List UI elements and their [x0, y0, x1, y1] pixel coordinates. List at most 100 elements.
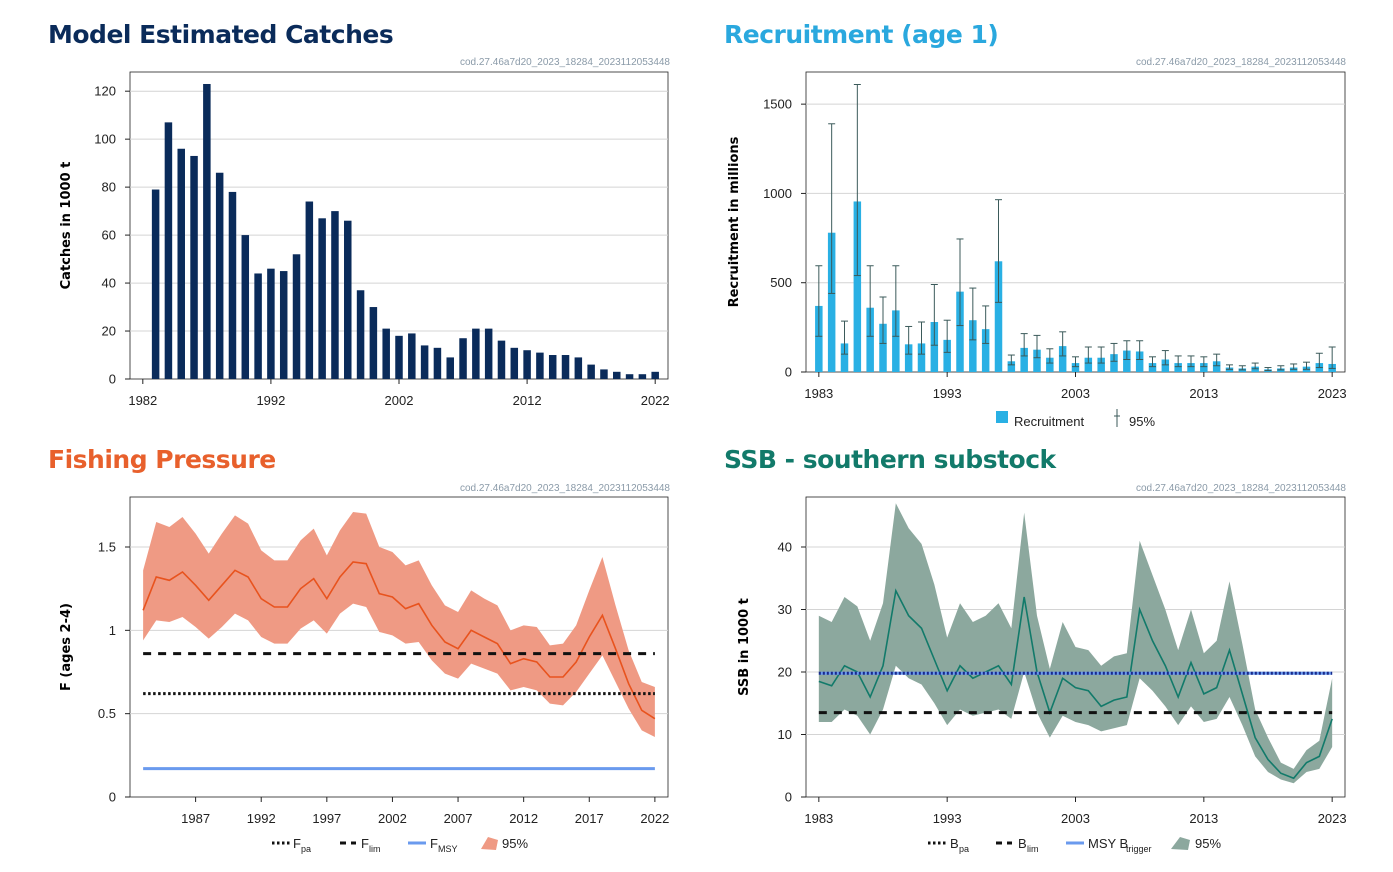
ssb-chart: 0 10 20 30 40 1983 1993 2003 2013 2023 SSB in 1000…: [737, 496, 1347, 854]
catch-bar: [228, 191, 237, 379]
legend-recruitment-swatch: [996, 411, 1008, 423]
recruitment-reference-id: cod.27.46a7d20_2023_18284_2023112053448: [1135, 57, 1346, 68]
catches-plot-area: [129, 71, 669, 380]
recruitment-bar: [956, 291, 964, 372]
recruitment-bar: [866, 307, 874, 372]
catch-bar: [344, 220, 352, 379]
recruitment-xtick-label: 2013: [1189, 386, 1218, 401]
catch-bar: [446, 357, 454, 379]
catches-y-axis-label: Catches in 1000 t: [59, 162, 74, 290]
recruitment-bar: [994, 261, 1003, 372]
ssb-xtick-label: 2023: [1318, 811, 1347, 826]
catch-bar: [613, 371, 621, 379]
legend-band-label: 95%: [502, 836, 528, 851]
recruitment-ytick-label: 1000: [763, 186, 792, 201]
fishing-xtick-label: 2007: [444, 811, 473, 826]
recruitment-bar: [827, 232, 836, 372]
legend-bpa-label: B: [950, 836, 959, 851]
recruitment-ytick-label: 0: [785, 365, 792, 380]
recruitment-bar: [930, 322, 939, 372]
ssb-ytick-label: 40: [778, 540, 792, 555]
recruitment-plot-area: [805, 71, 1346, 373]
catch-bar: [472, 328, 480, 379]
recruitment-ytick-label: 500: [770, 275, 792, 290]
ssb-reference-id: cod.27.46a7d20_2023_18284_2023112053448: [1135, 483, 1346, 494]
catch-bar: [369, 307, 378, 379]
catches-ytick-label: 60: [102, 228, 116, 243]
catch-bar: [587, 364, 595, 379]
f-confidence-band: [143, 512, 655, 737]
catches-title: Model Estimated Catches: [48, 20, 394, 49]
ssb-ytick-label: 10: [778, 727, 792, 742]
catch-bar: [497, 340, 506, 379]
legend-fpa-subscript: pa: [301, 844, 311, 854]
catch-bar: [267, 268, 275, 379]
recruitment-bar: [1251, 366, 1259, 372]
fishing-pressure-title: Fishing Pressure: [48, 445, 276, 474]
catch-bar: [203, 83, 211, 379]
catch-bar: [254, 273, 262, 379]
legend-blim-subscript: lim: [1027, 844, 1039, 854]
recruitment-bar: [1084, 357, 1093, 372]
fishing-ytick-label: 0.5: [98, 706, 116, 721]
recruitment-xtick-label: 1983: [804, 386, 833, 401]
ssb-xtick-label: 1983: [804, 811, 833, 826]
fishing-xtick-label: 1997: [312, 811, 341, 826]
recruitment-bar: [981, 329, 990, 372]
ssb-xtick-label: 2013: [1189, 811, 1218, 826]
recruitment-bar: [840, 343, 849, 372]
recruitment-legend: Recruitment 95%: [996, 409, 1155, 429]
legend-msy-btrigger-subscript: trigger: [1126, 844, 1152, 854]
legend-flim-label: F: [361, 836, 369, 851]
recruitment-bar: [1058, 346, 1067, 372]
legend-band-swatch: [1171, 837, 1190, 850]
fishing-xtick-label: 2012: [509, 811, 538, 826]
legend-msy-btrigger-label: MSY B: [1088, 836, 1128, 851]
fishing-ytick-label: 1: [109, 623, 116, 638]
catch-bar: [484, 328, 493, 379]
catches-xtick-label: 2002: [385, 393, 414, 408]
ssb-xtick-label: 2003: [1061, 811, 1090, 826]
recruitment-bar: [1020, 347, 1028, 372]
fishing-ytick-label: 0: [109, 790, 116, 805]
catches-xtick-label: 2022: [641, 393, 670, 408]
catch-bar: [638, 374, 647, 379]
recruitment-xtick-label: 1993: [933, 386, 962, 401]
recruitment-bar: [1033, 349, 1041, 372]
catch-bar: [536, 352, 544, 379]
catch-bar: [625, 374, 634, 379]
recruitment-xtick-label: 2023: [1318, 386, 1347, 401]
catch-bar: [331, 211, 339, 379]
recruitment-bar: [1097, 357, 1105, 372]
catch-bar: [241, 235, 250, 379]
catch-bar: [190, 155, 198, 379]
recruitment-chart: 0 500 1000 1500 1983 1993 2003 2013 2023 Recruitm…: [727, 71, 1347, 429]
catches-ytick-label: 20: [102, 324, 116, 339]
ssb-estimate-line: [818, 588, 1333, 780]
recruitment-y-axis-label: Recruitment in millions: [727, 136, 742, 307]
recruitment-bar: [892, 310, 900, 372]
catch-bar: [574, 357, 583, 379]
recruitment-xtick-label: 2003: [1061, 386, 1090, 401]
recruitment-bar: [904, 344, 913, 372]
catch-bar: [177, 148, 185, 379]
legend-band-label: 95%: [1195, 836, 1221, 851]
fishing-reference-id: cod.27.46a7d20_2023_18284_2023112053448: [459, 483, 670, 494]
recruitment-bar: [943, 339, 951, 372]
catch-bar: [279, 271, 288, 379]
legend-band-swatch: [481, 837, 498, 850]
catch-bar: [433, 347, 442, 379]
catch-bar: [420, 345, 429, 379]
recruitment-bar: [1161, 359, 1170, 372]
recruitment-bar: [1148, 363, 1157, 372]
catch-bar: [215, 172, 224, 379]
catch-bar: [561, 355, 570, 379]
recruitment-bar: [1212, 361, 1221, 372]
legend-ci-label: 95%: [1129, 414, 1155, 429]
ssb-confidence-band: [818, 503, 1333, 784]
catch-bar: [318, 218, 326, 379]
catch-bar: [292, 254, 301, 379]
recruitment-bar: [815, 305, 823, 372]
